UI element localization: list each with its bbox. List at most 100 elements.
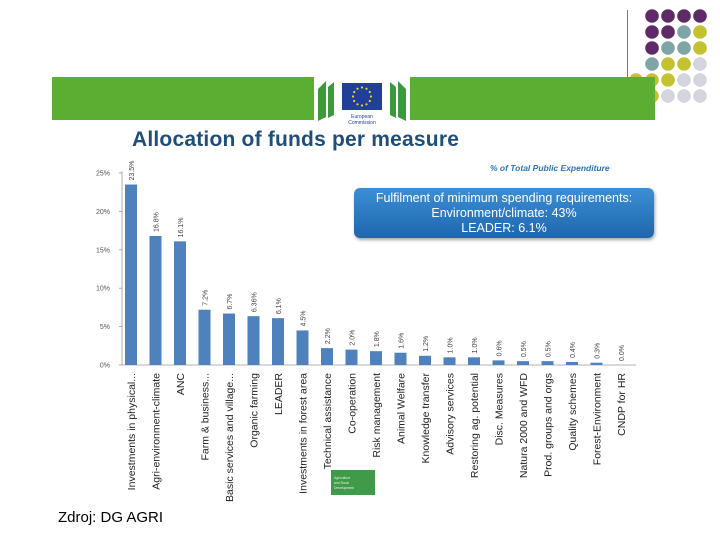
- decorative-dot: [693, 89, 707, 103]
- badge-text-line1: Agriculture: [334, 476, 351, 480]
- bar-value-label: 0.5%: [546, 341, 553, 357]
- badge-text-line3: Development: [334, 486, 354, 490]
- bar-value-label: 2.0%: [350, 330, 357, 346]
- logo-text-line1: European: [351, 114, 373, 120]
- category-label: Basic services and village...: [224, 373, 236, 502]
- category-label: Investments in physical...: [126, 373, 138, 490]
- decorative-dot: [677, 41, 691, 55]
- bar-value-label: 7.2%: [203, 290, 210, 306]
- category-label: Farm & business...: [200, 373, 212, 461]
- category-label: Natura 2000 and WFD: [518, 373, 530, 478]
- y-tick-label: 5%: [100, 324, 110, 331]
- decorative-dot: [677, 57, 691, 71]
- decorative-dot: [693, 73, 707, 87]
- callout-line-3: LEADER: 6.1%: [461, 221, 547, 235]
- decorative-dot: [677, 73, 691, 87]
- bar-value-label: 0.5%: [521, 341, 528, 357]
- y-tick-label: 10%: [96, 286, 110, 293]
- bar: [174, 241, 186, 365]
- source-note: Zdroj: DG AGRI: [58, 509, 164, 526]
- category-label: Co-operation: [347, 373, 359, 434]
- category-label: Investments in forest area: [298, 373, 310, 494]
- bar: [272, 318, 284, 365]
- decorative-dot: [693, 25, 707, 39]
- category-label: Forest-Environment: [592, 373, 604, 465]
- category-label: Prod. groups and orgs: [543, 373, 555, 477]
- bar: [149, 235, 162, 365]
- category-label: Technical assistance: [322, 373, 334, 469]
- category-label: Agri-environment-climate: [151, 373, 163, 490]
- decorative-vertical-line: [627, 10, 628, 105]
- bar: [198, 309, 211, 365]
- bar: [468, 357, 480, 365]
- bar-value-label: 1.0%: [472, 337, 479, 353]
- bar: [247, 316, 260, 365]
- category-label: Organic farming: [249, 373, 261, 448]
- category-label: Disc. Measures: [494, 373, 506, 445]
- bar-value-label: 6.7%: [227, 294, 234, 310]
- bar-value-label: 4.5%: [301, 310, 308, 326]
- decorative-dot: [693, 9, 707, 23]
- logo-text-line2: Commission: [348, 120, 376, 126]
- bar: [517, 361, 529, 365]
- y-tick-label: 0%: [100, 363, 110, 370]
- decorative-dot: [693, 57, 707, 71]
- bar: [345, 349, 358, 365]
- bar-value-label: 1.2%: [423, 336, 430, 352]
- decorative-dot: [645, 25, 659, 39]
- bar: [223, 313, 235, 365]
- decorative-dot: [645, 41, 659, 55]
- y-tick-label: 15%: [96, 247, 110, 254]
- callout-line-2: Environment/climate: 43%: [431, 206, 577, 220]
- bar-value-label: 1.8%: [374, 331, 381, 347]
- chart-title: Allocation of funds per measure: [132, 128, 460, 151]
- y-tick-label: 25%: [96, 171, 110, 178]
- category-label: CNDP for HR: [616, 373, 628, 436]
- bar-value-label: 23.5%: [129, 161, 136, 181]
- bar: [541, 361, 554, 365]
- badge-text-line2: and Rural: [334, 481, 349, 485]
- bar-value-label: 1.0%: [448, 337, 455, 353]
- decorative-dot: [661, 9, 675, 23]
- decorative-dot: [661, 25, 675, 39]
- bar: [125, 184, 137, 365]
- category-label: Animal Welfare: [396, 373, 408, 444]
- bar-value-label: 16.8%: [154, 212, 161, 232]
- decorative-dot: [645, 9, 659, 23]
- bar-value-label: 6.1%: [276, 298, 283, 314]
- decorative-dot: [677, 89, 691, 103]
- decorative-dot: [661, 57, 675, 71]
- decorative-dot: [661, 89, 675, 103]
- category-label: Risk management: [371, 373, 383, 458]
- category-label: Advisory services: [445, 373, 457, 455]
- bar: [394, 352, 407, 365]
- bar: [590, 362, 603, 365]
- bar: [443, 357, 456, 365]
- y-tick-label: 20%: [96, 209, 110, 216]
- category-label: LEADER: [273, 373, 285, 415]
- bar: [296, 330, 309, 365]
- bar-value-label: 0.3%: [595, 343, 602, 359]
- bar: [321, 348, 333, 365]
- bar-value-label: 0.4%: [570, 342, 577, 358]
- decorative-dot: [661, 41, 675, 55]
- agriculture-badge: Agriculture and Rural Development: [331, 470, 375, 495]
- decorative-dot: [677, 25, 691, 39]
- bar-value-label: 16.1%: [178, 217, 185, 237]
- bar-value-label: 6.36%: [252, 292, 259, 312]
- decorative-dot: [645, 57, 659, 71]
- european-commission-logo: European Commission: [314, 77, 410, 129]
- category-label: Quality schemes: [567, 373, 579, 451]
- category-label: ANC: [175, 373, 187, 396]
- category-label: Knowledge transfer: [420, 373, 432, 464]
- bar-value-label: 1.6%: [399, 333, 406, 349]
- bar: [419, 355, 431, 365]
- decorative-dot: [693, 41, 707, 55]
- bar-value-label: 2.2%: [325, 328, 332, 344]
- category-label: Restoring ag. potential: [469, 373, 481, 478]
- callout-line-1: Fulfilment of minimum spending requireme…: [375, 191, 633, 205]
- bar: [566, 361, 578, 365]
- decorative-dot: [661, 73, 675, 87]
- y-unit-label: % of Total Public Expenditure: [490, 163, 610, 173]
